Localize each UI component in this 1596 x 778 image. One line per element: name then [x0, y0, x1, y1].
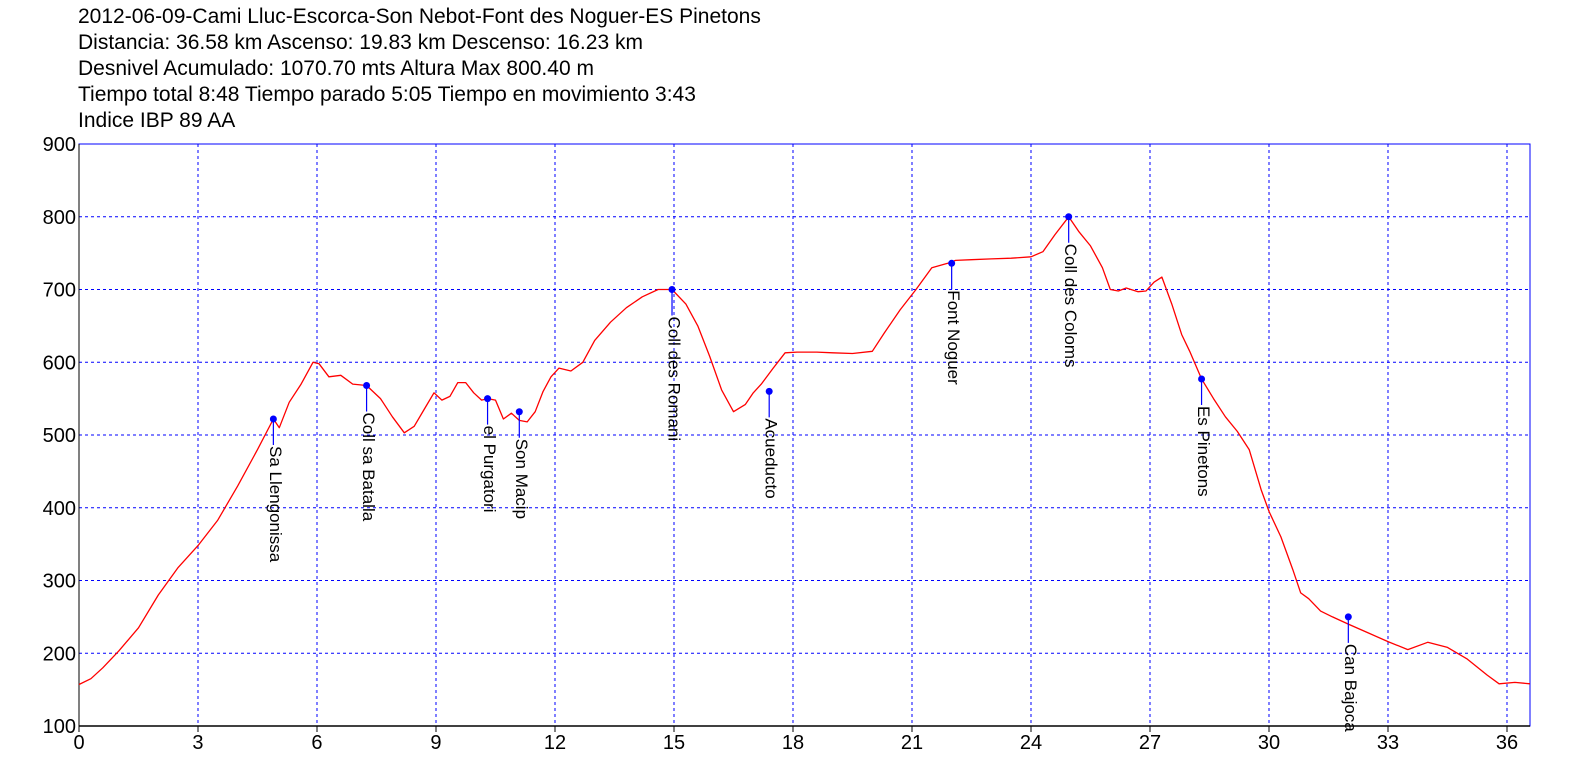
plot-frame: [78, 143, 1531, 727]
x-tick-label: 30: [1258, 732, 1280, 754]
tick-labels: 0 3 6 9 12 15 18 21 24 27 30 33 36100200300400500600…: [43, 134, 1518, 754]
waypoint-label: Can Bajoca: [1341, 644, 1360, 732]
x-tick-label: 27: [1139, 732, 1161, 754]
y-tick-label: 700: [43, 280, 76, 302]
y-tick-label: 100: [43, 716, 76, 738]
y-tick-label: 800: [43, 207, 76, 229]
profile-line-group: [78, 216, 1531, 686]
waypoint-marker: [1065, 213, 1073, 221]
x-tick-label: 3: [192, 732, 203, 754]
x-tick-label: 0: [73, 732, 84, 754]
time-summary: Tiempo total 8:48 Tiempo parado 5:05 Tie…: [78, 83, 696, 106]
waypoint-label: Coll des Coloms: [1061, 244, 1080, 368]
y-tick-label: 900: [43, 134, 76, 156]
x-tick-label: 9: [430, 732, 441, 754]
track-title: 2012-06-09-Cami Lluc-Escorca-Son Nebot-F…: [78, 5, 761, 28]
waypoint-marker: [1344, 613, 1352, 621]
x-tick-label: 33: [1377, 732, 1399, 754]
waypoint-marker: [363, 382, 371, 390]
elevation-series-line: [78, 216, 1531, 686]
x-tick-label: 24: [1020, 732, 1042, 754]
x-tick-label: 21: [901, 732, 923, 754]
y-tick-label: 500: [43, 425, 76, 447]
waypoint-label: Acueducto: [762, 418, 781, 498]
x-tick-label: 15: [663, 732, 685, 754]
x-tick-label: 6: [311, 732, 322, 754]
y-tick-label: 200: [43, 643, 76, 665]
distance-summary: Distancia: 36.58 km Ascenso: 19.83 km De…: [78, 31, 643, 54]
y-tick-label: 600: [43, 352, 76, 374]
y-tick-label: 300: [43, 571, 76, 593]
elevation-summary: Desnivel Acumulado: 1070.70 mts Altura M…: [78, 57, 594, 80]
waypoint-label: el Purgatori: [480, 426, 499, 513]
grid: [79, 144, 1530, 726]
waypoints: Sa Llengonissa Coll sa Batalla el Purgator…: [266, 213, 1360, 732]
waypoint-label: Sa Llengonissa: [266, 446, 285, 563]
x-tick-label: 18: [782, 732, 804, 754]
x-tick-label: 36: [1496, 732, 1518, 754]
waypoint-label: Son Macip: [512, 439, 531, 519]
waypoint-marker: [269, 415, 277, 423]
ibp-index: Indice IBP 89 AA: [78, 109, 236, 132]
waypoint-label: Coll des Romani: [665, 317, 684, 442]
y-tick-label: 400: [43, 498, 76, 520]
waypoint-label: Es Pinetons: [1194, 406, 1213, 497]
waypoint-marker: [515, 408, 523, 416]
waypoint-marker: [668, 286, 676, 293]
chart-header: 2012-06-09-Cami Lluc-Escorca-Son Nebot-F…: [78, 4, 761, 134]
waypoint-marker: [1198, 375, 1206, 383]
waypoint-marker: [948, 259, 956, 267]
waypoint-marker: [765, 387, 773, 395]
waypoint-marker: [484, 395, 492, 403]
waypoint-label: Font Noguer: [944, 290, 963, 385]
waypoint-label: Coll sa Batalla: [359, 413, 378, 522]
x-tick-label: 12: [544, 732, 566, 754]
